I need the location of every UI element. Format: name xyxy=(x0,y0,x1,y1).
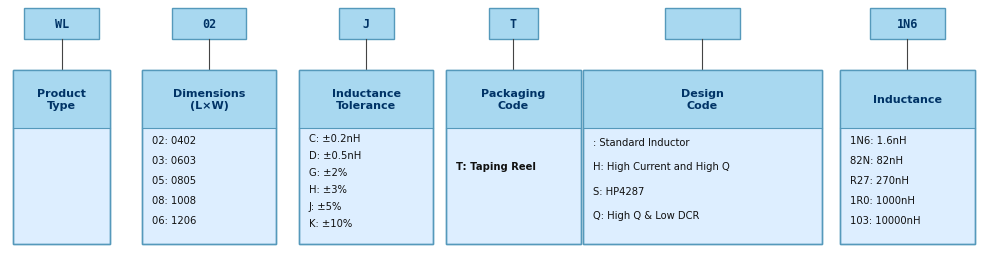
Bar xyxy=(298,71,433,244)
Text: 82N: 82nH: 82N: 82nH xyxy=(849,155,903,165)
Text: H: ±3%: H: ±3% xyxy=(308,184,347,194)
Text: 03: 0603: 03: 0603 xyxy=(151,155,196,165)
Text: R27: 270nH: R27: 270nH xyxy=(849,175,909,185)
Bar xyxy=(839,71,974,128)
Text: 02: 0402: 02: 0402 xyxy=(151,135,196,145)
Bar xyxy=(338,9,393,39)
Text: Packaging
Code: Packaging Code xyxy=(481,89,545,110)
Bar xyxy=(582,71,821,244)
Bar xyxy=(869,9,943,39)
Bar xyxy=(141,71,275,244)
Text: C: ±0.2nH: C: ±0.2nH xyxy=(308,133,360,143)
Text: G: ±2%: G: ±2% xyxy=(308,167,347,177)
Text: T: T xyxy=(509,18,517,30)
Text: S: HP4287: S: HP4287 xyxy=(592,186,644,196)
Bar xyxy=(13,71,110,244)
Bar xyxy=(488,9,538,39)
Bar xyxy=(445,71,580,128)
Text: 103: 10000nH: 103: 10000nH xyxy=(849,215,919,225)
Text: T: Taping Reel: T: Taping Reel xyxy=(455,162,536,172)
Bar xyxy=(298,71,433,244)
Text: 05: 0805: 05: 0805 xyxy=(151,175,196,185)
Bar xyxy=(582,71,821,128)
Bar xyxy=(664,9,739,39)
Bar xyxy=(141,71,275,128)
Bar xyxy=(171,9,247,39)
Text: 02: 02 xyxy=(202,18,216,30)
Text: K: ±10%: K: ±10% xyxy=(308,218,352,228)
Text: J: J xyxy=(362,18,370,30)
Bar xyxy=(298,71,433,128)
Bar xyxy=(839,71,974,244)
Text: Dimensions
(L×W): Dimensions (L×W) xyxy=(173,89,245,110)
Bar xyxy=(13,71,110,128)
Text: Design
Code: Design Code xyxy=(680,89,724,110)
Text: WL: WL xyxy=(55,18,69,30)
Text: Product
Type: Product Type xyxy=(37,89,86,110)
Text: Inductance: Inductance xyxy=(872,95,941,105)
Text: : Standard Inductor: : Standard Inductor xyxy=(592,138,689,148)
Text: 06: 1206: 06: 1206 xyxy=(151,215,196,225)
Bar xyxy=(839,71,974,244)
Bar xyxy=(445,71,580,244)
Bar xyxy=(582,71,821,244)
Bar xyxy=(445,71,580,244)
Text: J: ±5%: J: ±5% xyxy=(308,201,342,211)
Bar xyxy=(141,71,275,244)
Text: Q: High Q & Low DCR: Q: High Q & Low DCR xyxy=(592,210,699,220)
Text: 1R0: 1000nH: 1R0: 1000nH xyxy=(849,195,914,205)
Bar xyxy=(13,71,110,244)
Text: 08: 1008: 08: 1008 xyxy=(151,195,196,205)
Bar xyxy=(24,9,99,39)
Text: 1N6: 1N6 xyxy=(896,18,917,30)
Text: D: ±0.5nH: D: ±0.5nH xyxy=(308,150,361,160)
Text: 1N6: 1.6nH: 1N6: 1.6nH xyxy=(849,135,906,145)
Text: H: High Current and High Q: H: High Current and High Q xyxy=(592,162,729,172)
Text: Inductance
Tolerance: Inductance Tolerance xyxy=(331,89,401,110)
